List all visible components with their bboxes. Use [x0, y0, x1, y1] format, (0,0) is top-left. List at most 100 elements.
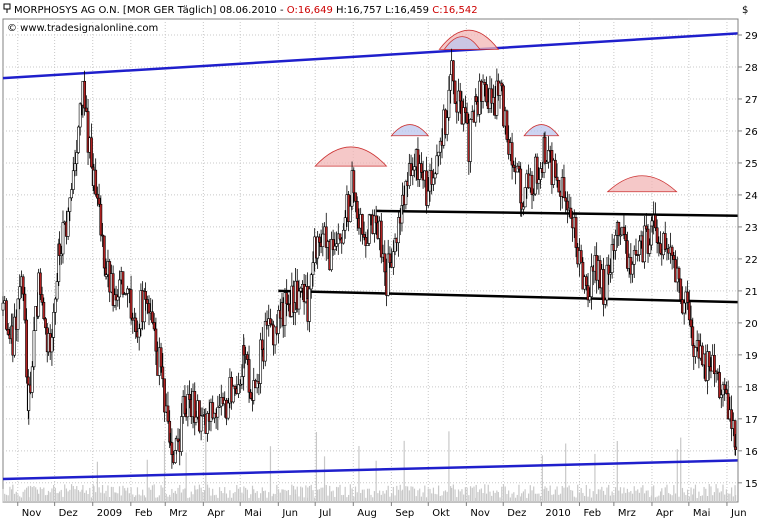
candle-body	[388, 253, 392, 263]
volume-bar	[693, 488, 695, 502]
volume-bar	[360, 493, 362, 502]
pin-icon[interactable]	[3, 3, 11, 13]
volume-bar	[385, 490, 388, 502]
volume-bar	[5, 494, 8, 502]
volume-bar	[645, 490, 647, 502]
candle-body	[40, 294, 44, 303]
volume-bar	[20, 497, 23, 502]
volume-bar	[356, 492, 358, 502]
candle-body	[176, 438, 180, 442]
candle-body	[655, 227, 659, 243]
candle-body	[97, 197, 101, 205]
volume-bar	[200, 487, 202, 502]
candle-body	[532, 193, 536, 196]
candle-body	[481, 81, 485, 102]
candle-body	[70, 189, 73, 199]
candle-body	[373, 215, 376, 234]
volume-bar	[596, 494, 598, 502]
volume-bar	[323, 456, 326, 502]
volume-bar	[514, 497, 517, 502]
candle-body	[445, 117, 449, 135]
candle-body	[364, 237, 368, 246]
volume-bar	[427, 488, 429, 502]
volume-bar	[531, 490, 533, 502]
candle-body	[335, 243, 338, 247]
volume-bar	[305, 485, 307, 502]
volume-bar	[203, 490, 206, 502]
volume-bar	[303, 497, 305, 502]
candle-body	[451, 60, 455, 82]
volume-bar	[115, 492, 117, 502]
candle-body	[432, 177, 435, 185]
volume-bar	[148, 487, 150, 502]
candle-body	[510, 142, 514, 166]
volume-bar	[717, 488, 719, 502]
volume-bar	[81, 489, 83, 502]
volume-bar	[609, 495, 612, 502]
volume-bar	[85, 490, 87, 502]
volume-bar	[389, 496, 391, 502]
volume-bar	[698, 491, 700, 502]
volume-bar	[676, 449, 678, 502]
x-tick-label: Mai	[244, 508, 262, 519]
volume-bar	[47, 490, 50, 502]
volume-bar	[95, 492, 97, 502]
candle-body	[233, 385, 237, 390]
volume-bar	[656, 496, 658, 502]
volume-bar	[174, 490, 176, 502]
candle-body	[654, 214, 657, 229]
volume-bar	[327, 495, 329, 502]
volume-bar	[49, 492, 51, 502]
candle-body	[71, 170, 75, 190]
volume-bar	[450, 486, 452, 502]
candle-body	[723, 384, 727, 390]
candle-body	[632, 250, 636, 265]
volume-bar	[62, 496, 64, 502]
volume-bar	[354, 486, 357, 502]
volume-bar	[611, 491, 613, 502]
volume-bar	[310, 484, 312, 502]
y-tick-label: 25	[745, 159, 758, 170]
volume-bar	[213, 495, 216, 502]
candle-body	[355, 201, 359, 219]
volume-bar	[434, 493, 436, 502]
candle-body	[129, 289, 133, 319]
candle-body	[58, 243, 61, 257]
candle-body	[186, 394, 190, 418]
volume-bar	[60, 489, 62, 502]
candle-body	[84, 107, 88, 112]
volume-bar	[101, 484, 104, 502]
candle-body	[435, 155, 439, 175]
volume-bar	[206, 484, 209, 502]
right-sub-arc	[523, 124, 560, 137]
candle-body	[273, 326, 277, 346]
volume-bar	[187, 497, 189, 502]
volume-bar	[420, 496, 422, 502]
candle-body	[687, 302, 691, 321]
volume-bar	[208, 487, 210, 502]
volume-bar	[582, 492, 584, 502]
volume-bar	[466, 487, 468, 502]
candle-body	[530, 174, 534, 196]
watermark: © www.tradesignalonline.com	[7, 23, 158, 34]
candle-body	[285, 292, 289, 305]
volume-bar	[382, 490, 384, 502]
candle-body	[564, 197, 568, 202]
volume-bar	[529, 485, 531, 502]
candle-body	[588, 296, 592, 301]
volume-bar	[346, 497, 348, 502]
volume-bar	[194, 485, 196, 502]
volume-bar	[380, 494, 382, 502]
candle-body	[269, 318, 272, 325]
candle-body	[50, 337, 54, 353]
volume-bars	[2, 431, 737, 502]
volume-bar	[90, 497, 93, 502]
candle-body	[609, 272, 612, 275]
candle-body	[78, 103, 82, 128]
candle-body	[218, 405, 221, 408]
volume-bar	[7, 495, 9, 502]
volume-bar	[256, 491, 258, 502]
volume-bar	[638, 492, 641, 502]
volume-bar	[254, 492, 257, 502]
volume-bar	[683, 492, 685, 502]
